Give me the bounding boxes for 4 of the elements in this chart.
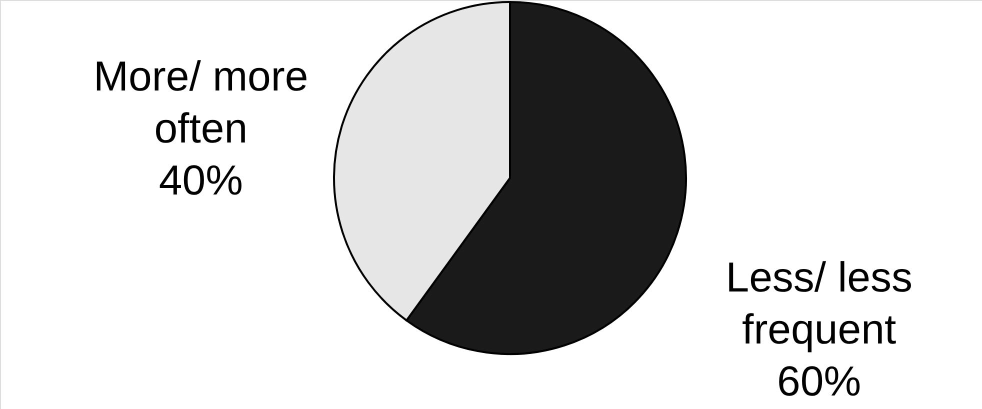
data-label: 60%: [777, 357, 862, 404]
data-label: 40%: [158, 156, 243, 204]
slice-label: More/ more often: [94, 52, 308, 152]
slice-label: Less/ less frequent: [726, 253, 912, 352]
